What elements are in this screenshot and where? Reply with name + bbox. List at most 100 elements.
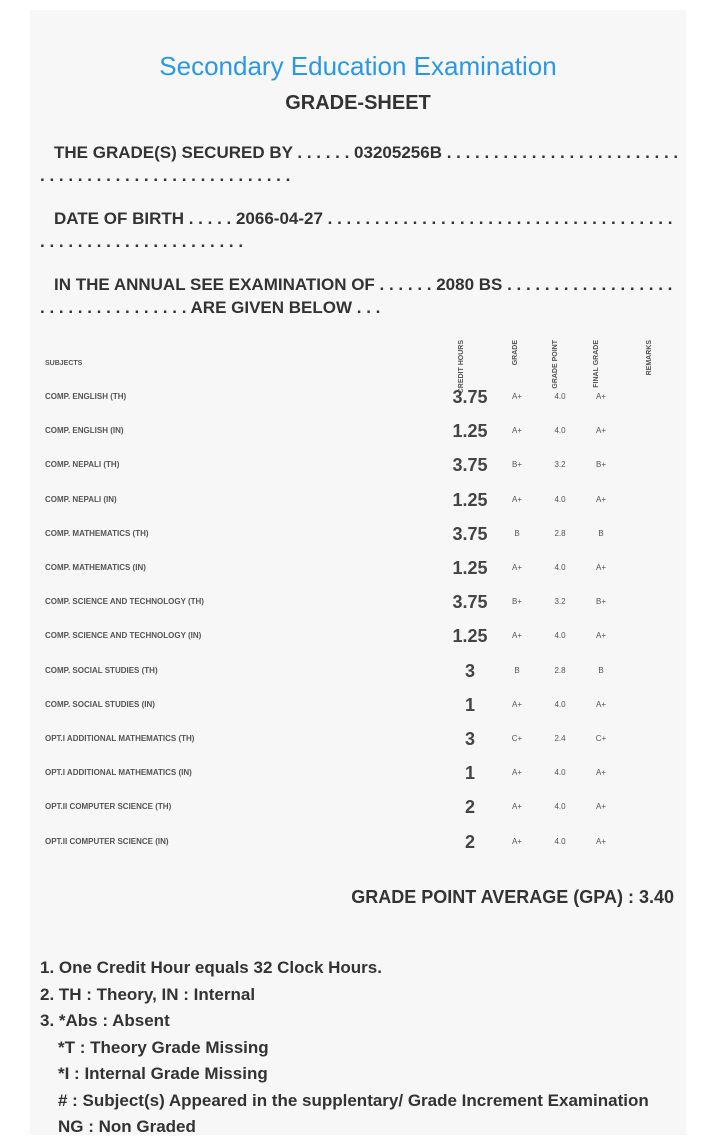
subject-cell: COMP. ENGLISH (TH)	[45, 392, 127, 401]
table-row: COMP. MATHEMATICS (TH) 3.75 B 2.8 B	[30, 517, 686, 551]
credit-hours-cell: 1	[464, 763, 475, 784]
header-subjects: SUBJECTS	[45, 360, 83, 367]
note-item: # : Subject(s) Appeared in the supplenta…	[58, 1090, 649, 1110]
table-row: COMP. SCIENCE AND TECHNOLOGY (IN) 1.25 A+ 4…	[30, 619, 686, 653]
note-item: 3. *Abs : Absent	[40, 1011, 170, 1030]
subject-cell: OPT.I ADDITIONAL MATHEMATICS (IN)	[45, 768, 192, 778]
grade-cell: B+	[511, 460, 522, 470]
credit-hours-cell: 3.75	[452, 592, 488, 613]
credit-hours-cell: 3	[464, 729, 475, 749]
subject-cell: COMP. NEPALI (IN)	[45, 494, 117, 504]
grade-point-cell: 4.0	[554, 802, 566, 812]
subject-cell: COMP. SCIENCE AND TECHNOLOGY (IN)	[45, 631, 202, 641]
final-grade-cell: A+	[595, 392, 606, 401]
dob-line: DATE OF BIRTH . . . . . 2066-04-27 . . .…	[40, 207, 680, 253]
note-item: NG : Non Graded	[58, 1117, 196, 1136]
grade-sheet-card: Secondary Education Examination GRADE-SH…	[30, 10, 686, 1136]
grade-cell: B	[514, 528, 520, 538]
grade-cell: A+	[511, 836, 522, 846]
credit-hours-cell: 1.25	[452, 558, 488, 578]
table-row: COMP. ENGLISH (IN) 1.25 A+ 4.0 A+	[30, 414, 686, 448]
grade-point-cell: 2.8	[554, 528, 566, 538]
note-item: *I : Internal Grade Missing	[58, 1064, 268, 1083]
table-row: OPT.II COMPUTER SCIENCE (IN) 2 A+ 4.0 A+	[30, 825, 686, 859]
notes-list: 1. One Credit Hour equals 32 Clock Hours…	[40, 955, 649, 1141]
final-grade-cell: B	[598, 665, 604, 675]
grade-cell: A+	[511, 426, 522, 436]
credit-hours-cell: 3.75	[452, 455, 488, 476]
table-row: COMP. NEPALI (TH) 3.75 B+ 3.2 B+	[30, 448, 686, 482]
table-row: COMP. ENGLISH (TH) 3.75 A+ 4.0 A+	[30, 380, 686, 414]
exam-text: IN THE ANNUAL SEE EXAMINATION OF . . . .…	[40, 275, 673, 317]
final-grade-cell: A+	[595, 494, 606, 504]
subject-cell: COMP. MATHEMATICS (TH)	[45, 528, 149, 538]
header-grade: GRADE	[512, 340, 519, 366]
grade-point-cell: 4.0	[554, 426, 566, 436]
grade-point-cell: 4.0	[554, 563, 566, 572]
grade-cell: A+	[511, 563, 522, 572]
subject-cell: COMP. SCIENCE AND TECHNOLOGY (TH)	[45, 597, 204, 607]
table-row: OPT.I ADDITIONAL MATHEMATICS (IN) 1 A+ 4.0 A…	[30, 756, 686, 790]
credit-hours-cell: 1	[464, 694, 475, 715]
credit-hours-cell: 1.25	[452, 626, 488, 647]
note-item: 2. TH : Theory, IN : Internal	[40, 984, 256, 1004]
final-grade-cell: B+	[595, 460, 606, 470]
final-grade-cell: A+	[595, 631, 606, 641]
grade-cell: A+	[511, 631, 522, 641]
final-grade-cell: A+	[595, 768, 606, 778]
credit-hours-cell: 3.75	[452, 387, 488, 407]
grade-point-cell: 4.0	[554, 768, 566, 778]
grade-cell: A+	[511, 699, 522, 709]
subject-cell: COMP. SOCIAL STUDIES (TH)	[45, 665, 158, 675]
subject-cell: OPT.I ADDITIONAL MATHEMATICS (TH)	[45, 734, 195, 743]
final-grade-cell: B	[598, 528, 604, 538]
note-item: 1. One Credit Hour equals 32 Clock Hours…	[40, 958, 382, 977]
grade-cell: C+	[511, 734, 523, 743]
table-row: OPT.I ADDITIONAL MATHEMATICS (TH) 3 C+ 2.4 C…	[30, 722, 686, 756]
table-row: COMP. SOCIAL STUDIES (TH) 3 B 2.8 B	[30, 654, 686, 688]
exam-line: IN THE ANNUAL SEE EXAMINATION OF . . . .…	[40, 273, 680, 319]
final-grade-cell: A+	[595, 699, 606, 709]
grade-cell: A+	[511, 768, 522, 778]
secured-by-text: THE GRADE(S) SECURED BY . . . . . . 0320…	[40, 143, 679, 185]
subject-cell: OPT.II COMPUTER SCIENCE (TH)	[45, 802, 172, 812]
grade-cell: B	[514, 665, 520, 675]
grade-point-cell: 4.0	[554, 392, 566, 401]
grade-cell: B+	[511, 597, 522, 607]
final-grade-cell: C+	[595, 734, 607, 743]
table-row: COMP. SOCIAL STUDIES (IN) 1 A+ 4.0 A+	[30, 688, 686, 722]
grade-point-cell: 3.2	[554, 597, 566, 607]
final-grade-cell: A+	[595, 426, 606, 436]
final-grade-cell: A+	[595, 802, 606, 812]
note-item: *T : Theory Grade Missing	[58, 1037, 269, 1057]
final-grade-cell: A+	[595, 563, 606, 572]
grade-point-cell: 2.8	[554, 665, 566, 675]
page-title: Secondary Education Examination	[159, 51, 557, 81]
subject-cell: COMP. NEPALI (TH)	[45, 460, 120, 470]
table-row: COMP. SCIENCE AND TECHNOLOGY (TH) 3.75 B+ 3…	[30, 585, 686, 619]
credit-hours-cell: 1.25	[452, 421, 488, 442]
grade-point-cell: 4.0	[554, 836, 566, 846]
final-grade-cell: A+	[595, 836, 606, 846]
grade-point-cell: 4.0	[554, 631, 566, 641]
grade-cell: A+	[511, 802, 522, 812]
grade-point-cell: 4.0	[554, 699, 566, 709]
table-row: OPT.II COMPUTER SCIENCE (TH) 2 A+ 4.0 A+	[30, 790, 686, 824]
grade-point-cell: 3.2	[554, 460, 566, 470]
credit-hours-cell: 2	[464, 831, 475, 852]
credit-hours-cell: 3.75	[452, 523, 488, 544]
credit-hours-cell: 3	[464, 660, 475, 681]
final-grade-cell: B+	[595, 597, 606, 607]
grade-point-cell: 2.4	[554, 734, 566, 743]
grade-point-cell: 4.0	[554, 494, 566, 504]
credit-hours-cell: 2	[464, 797, 475, 818]
table-row: COMP. MATHEMATICS (IN) 1.25 A+ 4.0 A+	[30, 551, 686, 585]
subject-cell: COMP. ENGLISH (IN)	[45, 426, 124, 436]
header-remarks: REMARKS	[646, 340, 653, 376]
credit-hours-cell: 1.25	[452, 489, 488, 510]
secured-by-line: THE GRADE(S) SECURED BY . . . . . . 0320…	[40, 141, 680, 187]
grade-cell: A+	[511, 392, 522, 401]
dob-text: DATE OF BIRTH . . . . . 2066-04-27 . . .…	[40, 209, 673, 251]
table-row: COMP. NEPALI (IN) 1.25 A+ 4.0 A+	[30, 483, 686, 517]
subject-cell: OPT.II COMPUTER SCIENCE (IN)	[45, 836, 169, 846]
